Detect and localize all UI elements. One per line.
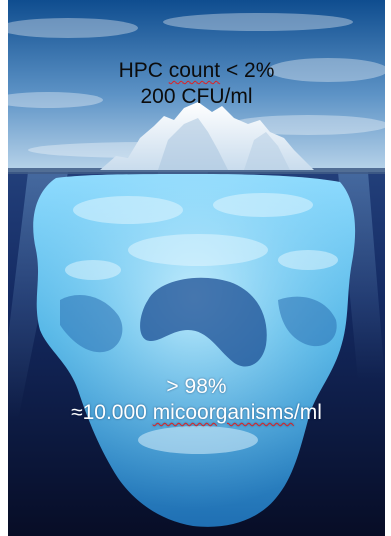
waterline — [8, 168, 385, 174]
ice-arch-shadow — [140, 277, 267, 367]
iceberg-picture: HPC count < 2% 200 CFU/ml > 98% ≈10.000 … — [8, 0, 385, 536]
iceberg-illustration — [8, 0, 385, 536]
ice-highlights — [65, 193, 338, 454]
